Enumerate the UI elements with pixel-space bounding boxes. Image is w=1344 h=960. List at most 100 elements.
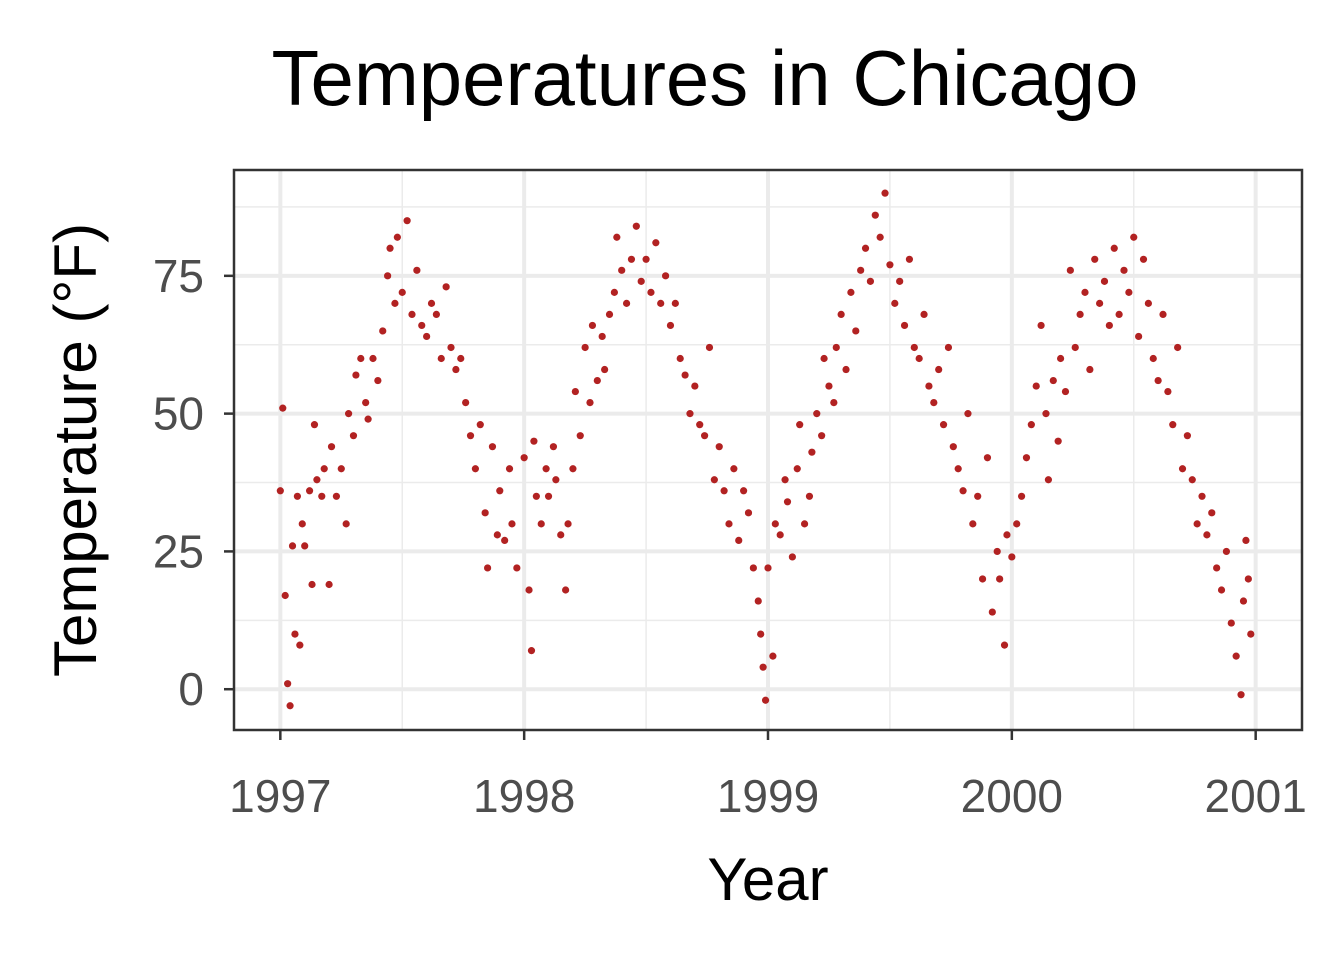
data-point xyxy=(769,652,777,660)
y-axis-title: Temperature (°F) xyxy=(42,223,109,677)
data-point xyxy=(1208,509,1216,517)
data-point xyxy=(542,465,550,473)
data-point xyxy=(530,437,538,445)
data-point xyxy=(1100,277,1109,285)
data-point xyxy=(525,586,533,594)
data-point xyxy=(705,343,714,352)
data-point xyxy=(442,283,450,291)
data-point xyxy=(1213,564,1221,572)
data-point xyxy=(720,487,728,495)
x-axis-title: Year xyxy=(707,846,828,913)
data-point xyxy=(418,321,426,330)
data-point xyxy=(527,647,536,655)
data-point xyxy=(949,443,957,451)
data-point xyxy=(1217,586,1226,594)
data-point xyxy=(905,255,914,263)
data-point xyxy=(1049,376,1057,385)
data-point xyxy=(318,492,326,500)
data-point xyxy=(537,520,545,528)
data-point xyxy=(1144,299,1152,307)
data-point xyxy=(676,354,684,363)
data-point xyxy=(581,343,589,352)
data-point xyxy=(983,454,992,462)
data-point xyxy=(871,211,879,219)
data-point xyxy=(1081,288,1089,296)
data-point xyxy=(1183,432,1191,440)
x-tick-label: 1999 xyxy=(717,770,819,822)
data-point xyxy=(1003,531,1011,539)
data-point xyxy=(298,520,306,528)
data-point xyxy=(1054,437,1062,445)
data-point xyxy=(1198,492,1206,500)
data-point xyxy=(761,696,770,704)
data-point xyxy=(1242,536,1250,544)
data-point xyxy=(342,520,350,528)
data-point xyxy=(1037,321,1045,330)
data-point xyxy=(1027,421,1035,429)
data-point xyxy=(1174,343,1182,352)
data-point xyxy=(345,410,353,418)
data-point xyxy=(1188,476,1196,484)
data-point xyxy=(332,492,341,500)
data-point xyxy=(776,531,784,539)
data-point xyxy=(1130,233,1138,241)
data-point xyxy=(993,547,1001,556)
data-point xyxy=(744,509,753,517)
data-point xyxy=(681,371,689,379)
data-point xyxy=(288,542,297,550)
data-point xyxy=(788,553,796,561)
data-point xyxy=(657,299,665,307)
data-point xyxy=(881,189,889,197)
data-point xyxy=(605,310,614,319)
data-point xyxy=(488,443,497,451)
x-tick-label: 1998 xyxy=(473,770,575,822)
data-point xyxy=(632,222,640,230)
data-point xyxy=(759,663,767,671)
data-point xyxy=(613,233,621,241)
data-point xyxy=(1227,619,1235,627)
data-point xyxy=(301,542,309,550)
data-point xyxy=(1139,255,1148,263)
data-point xyxy=(1057,354,1065,363)
data-point xyxy=(369,354,377,363)
data-point xyxy=(481,509,489,517)
data-point xyxy=(1169,421,1177,429)
data-point xyxy=(281,591,289,600)
data-point xyxy=(308,580,316,589)
data-point xyxy=(1237,691,1245,699)
data-point xyxy=(466,432,475,440)
data-point xyxy=(1032,382,1040,390)
data-point xyxy=(988,608,996,616)
data-point xyxy=(588,321,597,330)
x-tick-label: 2000 xyxy=(961,770,1063,822)
data-point xyxy=(781,476,789,484)
data-point xyxy=(586,398,594,407)
data-point xyxy=(313,476,321,484)
data-point xyxy=(398,288,406,296)
data-point xyxy=(327,443,336,451)
data-point xyxy=(505,465,514,473)
data-point xyxy=(352,371,360,379)
data-point xyxy=(1239,597,1248,605)
data-point xyxy=(1076,310,1084,319)
data-point xyxy=(930,398,938,407)
data-point xyxy=(508,520,516,528)
data-point xyxy=(796,421,804,429)
data-point xyxy=(1115,310,1123,319)
data-point xyxy=(462,398,470,407)
data-point xyxy=(637,277,645,285)
data-point xyxy=(1008,553,1016,561)
data-point xyxy=(576,432,584,440)
data-point xyxy=(813,410,821,418)
data-point xyxy=(1066,266,1074,274)
data-point xyxy=(393,233,401,241)
data-point xyxy=(1044,476,1053,484)
data-point xyxy=(652,239,660,247)
data-point xyxy=(1022,454,1031,462)
data-point xyxy=(447,343,455,352)
chart-title: Temperatures in Chicago xyxy=(271,34,1138,122)
data-point xyxy=(820,354,828,363)
data-point xyxy=(954,465,962,473)
data-point xyxy=(891,299,899,307)
data-point xyxy=(362,398,370,407)
